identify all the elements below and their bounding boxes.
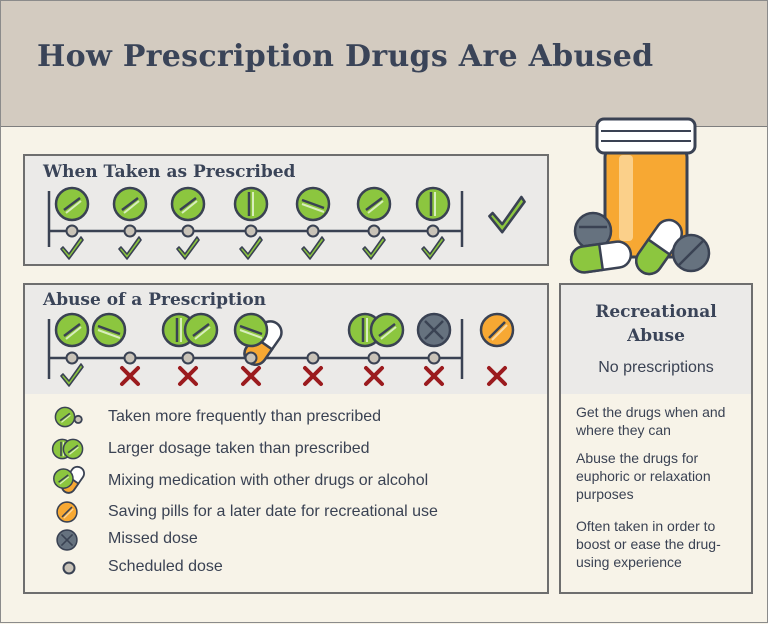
recreational-item: Get the drugs when and where they can xyxy=(576,404,726,438)
legend-label-larger-dosage: Larger dosage taken than prescribed xyxy=(108,440,370,457)
recreational-subtitle: No prescriptions xyxy=(598,359,714,376)
legend-panel xyxy=(23,394,549,594)
legend-label-missed: Missed dose xyxy=(108,530,198,547)
recreational-list-panel xyxy=(559,394,753,594)
abuse-title: Abuse of a Prescription xyxy=(43,290,267,310)
legend-label-saving: Saving pills for a later date for recrea… xyxy=(108,503,438,520)
page-title: How Prescription Drugs Are Abused xyxy=(37,39,654,74)
scheduled-dot-icon xyxy=(62,561,76,575)
recreational-title-line2: Abuse xyxy=(627,326,685,346)
recreational-item: Abuse the drugs for euphoric or relaxati… xyxy=(576,450,711,502)
recreational-item: Often taken in order to boost or ease th… xyxy=(576,518,721,570)
prescribed-title: When Taken as Prescribed xyxy=(43,162,296,182)
pill-bottle-icon xyxy=(569,117,711,276)
header-banner: How Prescription Drugs Are Abused xyxy=(1,1,767,127)
legend-label-frequent: Taken more frequently than prescribed xyxy=(108,408,382,425)
abuse-timeline xyxy=(47,312,515,387)
missed-dose-icon xyxy=(56,529,78,551)
orange-pill-icon xyxy=(56,501,78,523)
recreational-title-line1: Recreational xyxy=(595,302,717,322)
legend-label-mixing: Mixing medication with other drugs or al… xyxy=(108,472,429,489)
legend-label-scheduled: Scheduled dose xyxy=(108,558,223,575)
prescribed-timeline xyxy=(47,186,526,260)
check-icon xyxy=(488,195,526,234)
mixed-pill-icon xyxy=(53,465,85,494)
frequent-pill-icon xyxy=(54,406,83,428)
double-pill-icon xyxy=(51,438,84,460)
